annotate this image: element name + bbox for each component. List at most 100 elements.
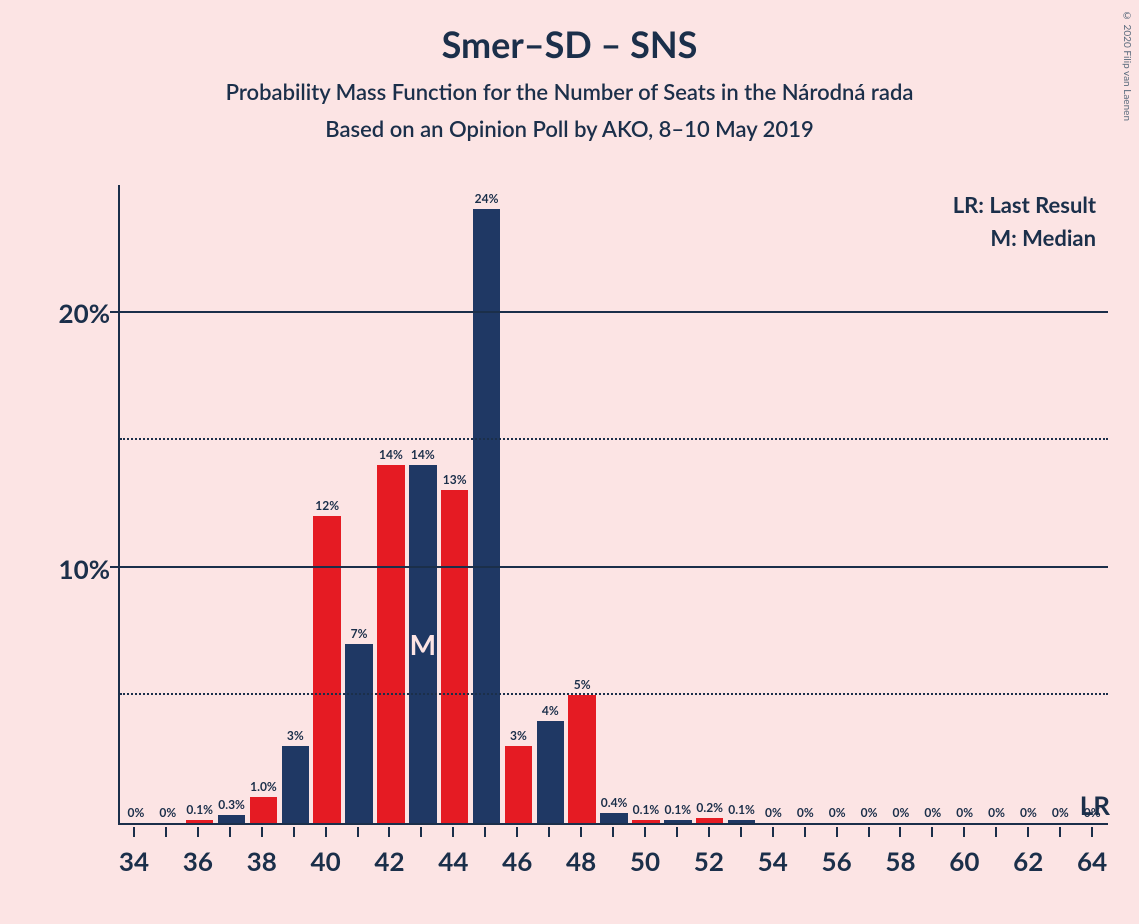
bar-value-label: 0% bbox=[1020, 805, 1037, 820]
x-tick bbox=[1059, 827, 1061, 837]
bar-value-label: 12% bbox=[315, 498, 339, 513]
x-tick-slot: 44 bbox=[437, 827, 469, 877]
y-axis-label: 20% bbox=[38, 297, 110, 329]
x-tick bbox=[804, 827, 806, 837]
x-tick-slot bbox=[342, 827, 374, 877]
x-tick-slot bbox=[278, 827, 310, 877]
bar-slot: 0% bbox=[789, 185, 821, 823]
x-tick bbox=[165, 827, 167, 837]
x-tick bbox=[836, 827, 838, 837]
bar-value-label: 3% bbox=[287, 728, 304, 743]
bar-slot: 0% bbox=[885, 185, 917, 823]
bar-slot: 14% bbox=[375, 185, 407, 823]
bar-slot: 0% bbox=[758, 185, 790, 823]
bar-value-label: 0% bbox=[956, 805, 973, 820]
bar-slot: 0% bbox=[853, 185, 885, 823]
y-axis-label: 10% bbox=[38, 553, 110, 585]
x-tick-slot bbox=[469, 827, 501, 877]
bar: 5% bbox=[568, 695, 595, 823]
x-tick-slot bbox=[1044, 827, 1076, 877]
x-axis-label: 46 bbox=[502, 845, 532, 877]
x-tick-slot bbox=[533, 827, 565, 877]
bar-value-label: 0% bbox=[988, 805, 1005, 820]
bar-slot: 3% bbox=[503, 185, 535, 823]
bar-value-label: 5% bbox=[574, 677, 591, 692]
median-marker: M bbox=[410, 627, 436, 661]
x-tick-slot: 58 bbox=[885, 827, 917, 877]
bar: 0.2% bbox=[696, 818, 723, 823]
x-axis-label: 42 bbox=[374, 845, 404, 877]
x-tick-slot bbox=[853, 827, 885, 877]
x-tick bbox=[644, 827, 646, 837]
bar-value-label: 0.1% bbox=[633, 802, 660, 817]
x-tick bbox=[420, 827, 422, 837]
bar-slot: 7% bbox=[343, 185, 375, 823]
bar: 0.1% bbox=[186, 820, 213, 823]
x-tick-slot: 42 bbox=[374, 827, 406, 877]
x-tick-slot: 54 bbox=[757, 827, 789, 877]
x-tick-slot: 40 bbox=[310, 827, 342, 877]
x-axis-label: 54 bbox=[758, 845, 788, 877]
x-tick-slot bbox=[661, 827, 693, 877]
bar-slot: 0.1% bbox=[630, 185, 662, 823]
bar: 7% bbox=[345, 644, 372, 823]
x-tick bbox=[868, 827, 870, 837]
x-axis-label: 50 bbox=[630, 845, 660, 877]
x-tick-slot: 52 bbox=[693, 827, 725, 877]
gridline-minor bbox=[120, 693, 1108, 695]
x-tick bbox=[197, 827, 199, 837]
bar-slot: 0.4% bbox=[598, 185, 630, 823]
x-tick bbox=[293, 827, 295, 837]
bar-slot: 13% bbox=[439, 185, 471, 823]
bar-value-label: 0.1% bbox=[728, 802, 755, 817]
bar-slot: 12% bbox=[311, 185, 343, 823]
x-tick bbox=[676, 827, 678, 837]
x-tick bbox=[899, 827, 901, 837]
bar: 4% bbox=[537, 721, 564, 823]
x-tick bbox=[548, 827, 550, 837]
x-tick bbox=[452, 827, 454, 837]
copyright-text: © 2020 Filip van Laenen bbox=[1121, 10, 1133, 121]
bar-value-label: 0% bbox=[797, 805, 814, 820]
x-tick bbox=[931, 827, 933, 837]
bar-slot: 14%M bbox=[407, 185, 439, 823]
bar: 13% bbox=[441, 490, 468, 823]
plot-area: LR: Last Result M: Median LR 0%0%0.1%0.3… bbox=[118, 185, 1108, 825]
x-tick-slot: 48 bbox=[565, 827, 597, 877]
chart-subtitle-1: Probability Mass Function for the Number… bbox=[0, 78, 1139, 105]
x-tick bbox=[580, 827, 582, 837]
x-tick-slot: 36 bbox=[182, 827, 214, 877]
gridline-minor bbox=[120, 438, 1108, 440]
bar-value-label: 0% bbox=[1084, 805, 1101, 820]
x-tick-slot: 56 bbox=[821, 827, 853, 877]
x-axis-label: 40 bbox=[311, 845, 341, 877]
bar-slot: 5% bbox=[566, 185, 598, 823]
x-axis-label: 58 bbox=[885, 845, 915, 877]
bar-slot: 0% bbox=[120, 185, 152, 823]
bar-value-label: 0% bbox=[765, 805, 782, 820]
x-tick bbox=[261, 827, 263, 837]
x-axis-label: 52 bbox=[694, 845, 724, 877]
x-tick-slot bbox=[980, 827, 1012, 877]
bar-value-label: 0.2% bbox=[696, 800, 723, 815]
x-tick-slot: 64 bbox=[1076, 827, 1108, 877]
bars-container: 0%0%0.1%0.3%1.0%3%12%7%14%14%M13%24%3%4%… bbox=[120, 185, 1108, 823]
x-tick-slot bbox=[725, 827, 757, 877]
x-tick bbox=[133, 827, 135, 837]
bar-slot: 0% bbox=[1076, 185, 1108, 823]
bar-slot: 24% bbox=[471, 185, 503, 823]
bar: 0.1% bbox=[632, 820, 659, 823]
x-tick-slot bbox=[214, 827, 246, 877]
bar-slot: 3% bbox=[279, 185, 311, 823]
x-tick-slot: 62 bbox=[1012, 827, 1044, 877]
x-tick-slot: 38 bbox=[246, 827, 278, 877]
x-axis-label: 60 bbox=[949, 845, 979, 877]
bar: 0.3% bbox=[218, 815, 245, 823]
bar-slot: 0% bbox=[949, 185, 981, 823]
bar: 12% bbox=[313, 516, 340, 823]
gridline-major bbox=[120, 311, 1108, 313]
x-tick-slot bbox=[150, 827, 182, 877]
x-tick-slot: 60 bbox=[948, 827, 980, 877]
x-tick-slot: 50 bbox=[629, 827, 661, 877]
chart-subtitle-2: Based on an Opinion Poll by AKO, 8–10 Ma… bbox=[0, 115, 1139, 142]
